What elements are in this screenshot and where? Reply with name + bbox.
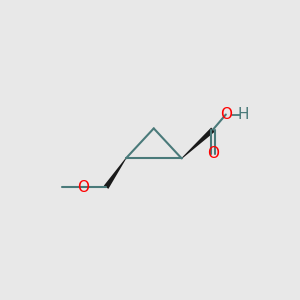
Text: O: O	[207, 146, 219, 161]
Polygon shape	[104, 158, 126, 189]
Polygon shape	[182, 128, 215, 159]
Text: O: O	[77, 180, 89, 195]
Text: H: H	[238, 107, 249, 122]
Text: O: O	[220, 107, 232, 122]
